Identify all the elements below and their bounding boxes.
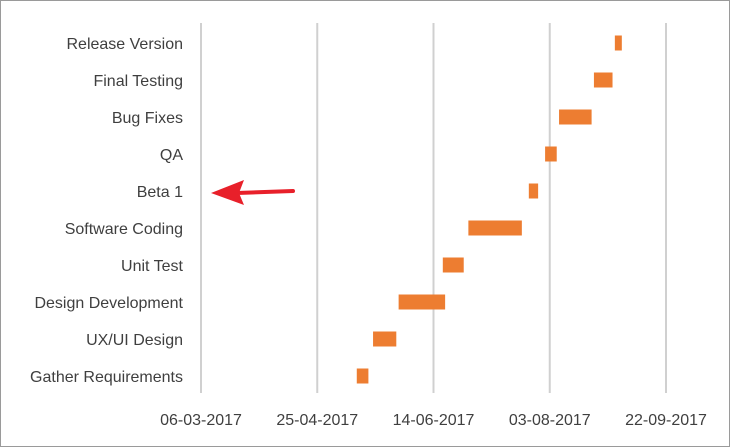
task-label: Bug Fixes	[112, 110, 183, 127]
task-label: Unit Test	[121, 258, 184, 275]
task-bar	[593, 72, 613, 88]
task-bar	[468, 220, 522, 236]
task-bar	[398, 294, 446, 310]
task-label: QA	[160, 147, 183, 164]
x-axis-tick-labels: 06-03-2017 25-04-2017 14-06-2017 03-08-2017…	[160, 412, 707, 429]
x-tick-label: 06-03-2017	[160, 412, 242, 429]
task-bar	[528, 183, 539, 199]
annotation-arrow	[211, 180, 295, 205]
task-bars	[356, 35, 622, 384]
arrow-shaft	[235, 189, 295, 195]
task-label: Gather Requirements	[30, 369, 183, 386]
gridlines	[200, 23, 667, 393]
x-tick-label: 14-06-2017	[393, 412, 475, 429]
x-tick-label: 25-04-2017	[276, 412, 358, 429]
task-label: Beta 1	[137, 184, 183, 201]
task-label: UX/UI Design	[86, 332, 183, 349]
task-label: Design Development	[34, 295, 183, 312]
task-bar	[545, 146, 557, 162]
task-bar	[442, 257, 464, 273]
task-label: Release Version	[66, 36, 183, 53]
task-bar	[614, 35, 622, 51]
category-labels: Gather Requirements UX/UI Design Design De…	[30, 36, 184, 386]
task-bar	[373, 331, 397, 347]
x-tick-label: 03-08-2017	[509, 412, 591, 429]
task-bar	[356, 368, 369, 384]
task-label: Final Testing	[93, 73, 183, 90]
task-bar	[559, 109, 592, 125]
task-label: Software Coding	[65, 221, 183, 238]
x-tick-label: 22-09-2017	[625, 412, 707, 429]
arrow-head	[211, 180, 244, 205]
